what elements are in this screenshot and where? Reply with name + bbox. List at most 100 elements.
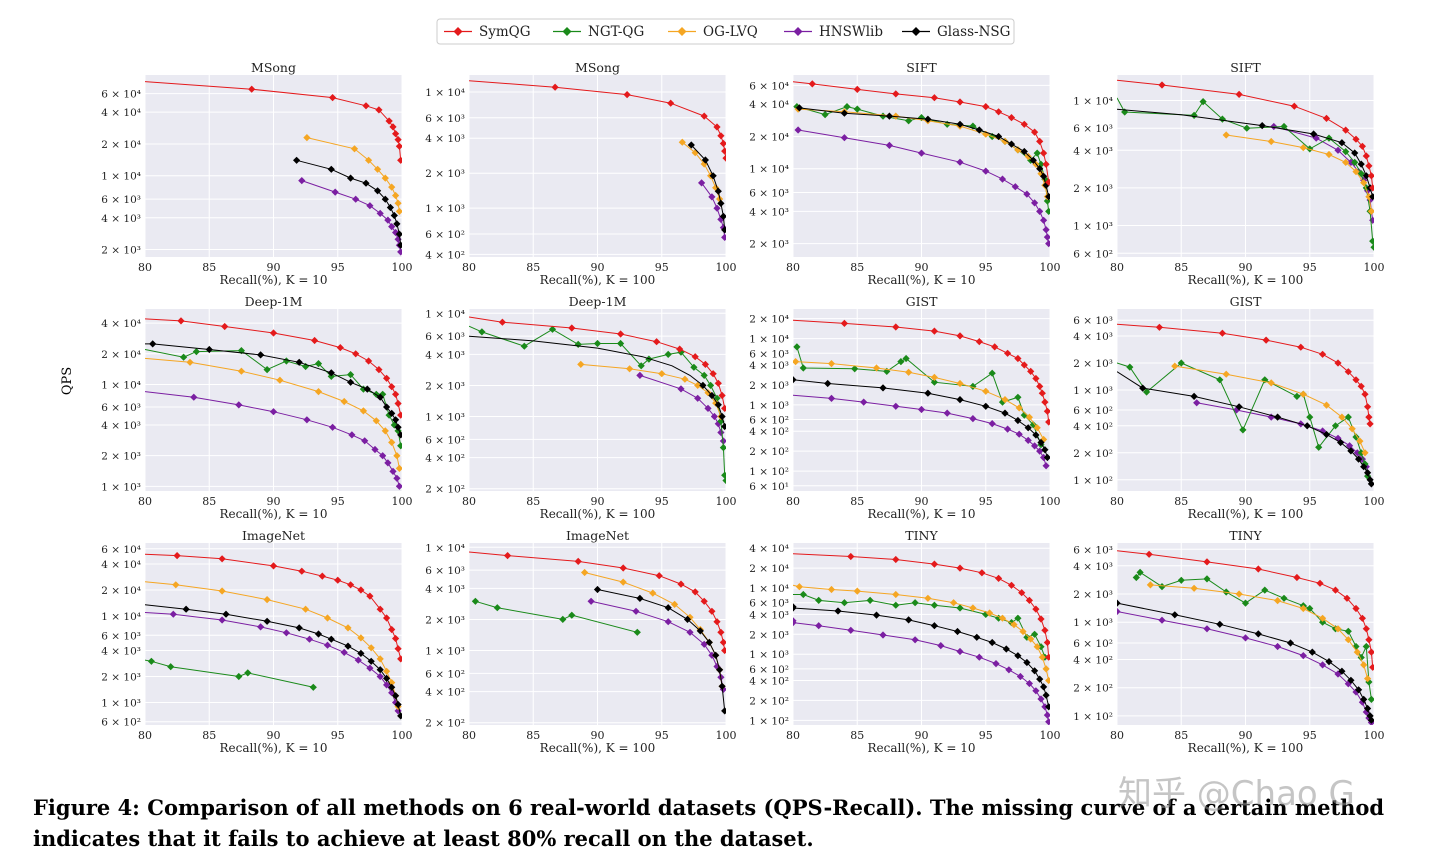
data-point — [1319, 350, 1327, 358]
data-point — [982, 103, 990, 111]
subplot-title: SIFT — [906, 60, 937, 75]
data-point — [1024, 424, 1032, 432]
y-tick-label: 6 × 10² — [1073, 638, 1113, 650]
data-point — [1364, 675, 1372, 683]
y-tick-label: 4 × 10³ — [1073, 561, 1113, 573]
data-point — [1367, 172, 1374, 180]
x-tick-label: 100 — [1364, 261, 1385, 274]
data-point — [329, 94, 337, 102]
data-point — [1353, 449, 1361, 457]
x-tick-label: 80 — [138, 729, 152, 742]
series-ngt-qg — [471, 597, 641, 636]
data-point — [1235, 90, 1243, 98]
data-point — [717, 428, 725, 437]
data-point — [1014, 393, 1022, 401]
data-point — [721, 422, 726, 431]
x-tick-label: 95 — [1303, 729, 1317, 742]
data-point — [619, 564, 627, 572]
x-tick-label: 100 — [392, 261, 413, 274]
data-point — [690, 363, 698, 371]
data-point — [1299, 390, 1307, 398]
data-point — [347, 174, 355, 182]
data-point — [1041, 398, 1049, 406]
data-point — [1352, 433, 1360, 441]
data-point — [978, 569, 986, 577]
data-point — [1357, 170, 1365, 178]
x-tick-label: 85 — [1174, 495, 1188, 508]
data-point — [1016, 672, 1024, 681]
data-point — [713, 204, 721, 212]
data-point — [357, 634, 365, 642]
data-point — [1015, 404, 1023, 412]
y-tick-label: 4 × 10³ — [749, 609, 789, 621]
x-tick-label: 80 — [786, 261, 800, 274]
y-tick-label: 2 × 10⁴ — [101, 585, 141, 597]
data-point — [314, 388, 323, 396]
data-point — [388, 679, 396, 687]
data-point — [795, 583, 803, 591]
data-point — [1038, 389, 1046, 397]
data-point — [340, 648, 348, 656]
data-point — [366, 664, 374, 672]
data-point — [982, 402, 990, 410]
data-point — [392, 698, 400, 707]
data-point — [379, 390, 387, 398]
data-point — [389, 467, 397, 475]
data-point — [1308, 648, 1316, 656]
data-point — [350, 145, 359, 153]
data-point — [1232, 406, 1241, 414]
subplot-title: TINY — [905, 528, 938, 543]
series-og-lvq — [793, 358, 1048, 444]
data-point — [551, 83, 559, 91]
data-point — [385, 411, 393, 419]
y-tick-label: 2 × 10³ — [1073, 183, 1113, 195]
data-point — [1037, 438, 1045, 447]
data-point — [180, 353, 188, 361]
legend-entry-og-lvq: OG-LVQ — [668, 24, 758, 40]
data-point — [329, 423, 337, 431]
x-tick-label: 80 — [786, 495, 800, 508]
data-point — [1303, 422, 1311, 430]
x-tick-label: 80 — [462, 729, 476, 742]
data-point — [892, 402, 900, 410]
series-ngt-qg — [145, 657, 317, 691]
x-axis-label: Recall(%), K = 10 — [868, 507, 976, 521]
x-tick-label: 95 — [331, 729, 345, 742]
y-tick-label: 2 × 10³ — [101, 245, 141, 257]
data-point — [1322, 430, 1331, 439]
x-tick-label: 95 — [655, 261, 669, 274]
x-tick-label: 85 — [1174, 261, 1188, 274]
data-point — [671, 600, 679, 608]
data-point — [1007, 140, 1016, 148]
data-point — [331, 188, 339, 196]
data-point — [924, 115, 932, 123]
data-point — [982, 387, 990, 395]
data-point — [1126, 363, 1134, 371]
data-point — [714, 401, 722, 409]
data-point — [392, 390, 400, 398]
data-point — [1190, 392, 1198, 400]
series-hnswlib — [145, 391, 402, 490]
x-axis-label: Recall(%), K = 100 — [1188, 507, 1304, 521]
series-ngt-qg — [469, 325, 726, 485]
data-point — [1041, 446, 1049, 454]
data-point — [853, 85, 861, 93]
x-tick-label: 80 — [1110, 495, 1124, 508]
data-point — [1274, 642, 1282, 651]
data-point — [388, 183, 396, 191]
data-point — [593, 585, 602, 594]
data-point — [713, 394, 721, 402]
data-point — [719, 139, 726, 148]
data-point — [950, 599, 958, 607]
data-point — [1344, 368, 1352, 376]
data-point — [793, 358, 800, 366]
x-tick-label: 90 — [267, 729, 281, 742]
y-tick-label: 4 × 10³ — [425, 583, 465, 595]
y-tick-label: 4 × 10³ — [425, 349, 465, 361]
data-point — [395, 207, 402, 215]
data-point — [930, 327, 938, 335]
x-tick-label: 80 — [1110, 261, 1124, 274]
data-point — [471, 597, 479, 605]
data-point — [1334, 434, 1342, 442]
data-point — [1117, 607, 1121, 616]
